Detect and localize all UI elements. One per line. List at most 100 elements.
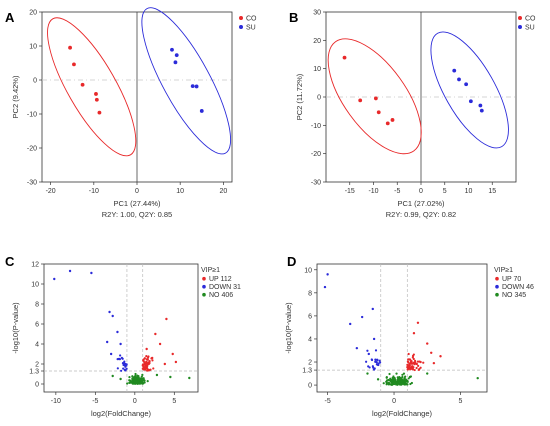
y-axis-label: PC2 (11.72%) bbox=[295, 73, 304, 120]
point-up bbox=[151, 359, 154, 362]
point-no bbox=[385, 382, 389, 385]
point-notable bbox=[155, 373, 159, 377]
point-up bbox=[408, 366, 411, 369]
y-tick-label: 0 bbox=[308, 383, 312, 390]
y-tick-label: -10 bbox=[311, 123, 321, 130]
point-up bbox=[411, 368, 415, 371]
point-notable bbox=[188, 376, 191, 380]
point-co bbox=[342, 55, 347, 60]
point-notable bbox=[323, 285, 327, 289]
y-tick-label: 0 bbox=[33, 78, 37, 85]
y-tick-label: 6 bbox=[35, 322, 39, 329]
y-tick-label: 20 bbox=[313, 38, 321, 45]
legend-label-co: CO bbox=[525, 16, 536, 23]
legend-label: NO 345 bbox=[502, 292, 526, 299]
point-no bbox=[133, 378, 136, 382]
point-su bbox=[452, 68, 457, 73]
point-up bbox=[143, 357, 146, 360]
y-tick-label: 20 bbox=[29, 10, 37, 17]
point-notable bbox=[111, 374, 114, 378]
y-tick-label: 2 bbox=[35, 362, 39, 369]
point-no bbox=[140, 375, 143, 378]
point-notable bbox=[360, 315, 364, 319]
x-tick-label: 5 bbox=[443, 188, 447, 195]
panel-letter: C bbox=[5, 254, 15, 269]
point-no bbox=[393, 381, 396, 384]
panel-c: C 0 1.32 4 6 8 10 12 -10 -5 0 5 log2(FoldChange) -log… bbox=[5, 254, 241, 418]
point-no bbox=[141, 373, 144, 376]
plot-frame bbox=[43, 263, 199, 393]
point-down bbox=[372, 368, 376, 371]
legend-title: VIP≥1 bbox=[201, 267, 220, 274]
x-axis-label: PC1 (27.02%) bbox=[397, 199, 445, 208]
x-tick-label: 0 bbox=[419, 188, 423, 195]
y-tick-label: 0 bbox=[317, 95, 321, 102]
point-no bbox=[131, 377, 134, 380]
point-no bbox=[409, 382, 412, 386]
x-tick-label: -10 bbox=[89, 188, 99, 195]
y-tick-label: -20 bbox=[27, 146, 37, 153]
point-up bbox=[152, 367, 155, 370]
point-down bbox=[378, 359, 381, 362]
y-tick-label: 10 bbox=[29, 44, 37, 51]
point-up bbox=[406, 363, 409, 366]
point-notable bbox=[416, 321, 420, 325]
legend-label: DOWN 46 bbox=[502, 284, 534, 291]
point-up bbox=[408, 358, 411, 361]
legend-label: NO 406 bbox=[209, 292, 233, 299]
point-su bbox=[194, 84, 199, 89]
point-no bbox=[128, 376, 131, 379]
point-su bbox=[468, 99, 473, 104]
x-axis-label: log2(FoldChange) bbox=[372, 409, 433, 418]
point-notable bbox=[412, 331, 416, 335]
point-no bbox=[399, 376, 402, 380]
y-axis-label: -log10(P-value) bbox=[284, 302, 293, 354]
point-no bbox=[134, 374, 137, 378]
point-no bbox=[134, 372, 137, 376]
point-notable bbox=[349, 322, 352, 326]
legend-label-su: SU bbox=[525, 25, 535, 32]
legend-marker-su bbox=[518, 25, 522, 29]
point-up bbox=[415, 366, 418, 370]
point-notable bbox=[371, 307, 374, 311]
point-down bbox=[368, 366, 371, 369]
y-tick-label: 10 bbox=[313, 66, 321, 73]
point-notable bbox=[109, 352, 113, 356]
y-tick-label: 6 bbox=[308, 313, 312, 320]
point-no bbox=[135, 380, 138, 383]
point-up bbox=[407, 358, 410, 361]
point-no bbox=[402, 372, 406, 375]
x-tick-label: -10 bbox=[368, 188, 378, 195]
point-down bbox=[370, 358, 374, 362]
point-notable bbox=[376, 378, 380, 381]
y-tick-label: -30 bbox=[311, 180, 321, 187]
point-up bbox=[422, 361, 425, 364]
point-notable bbox=[129, 380, 133, 384]
legend-label-su: SU bbox=[246, 25, 256, 32]
panel-a: A -30 -20 -10 0 10 20 -20 -10 0 10 20 PC1 (27.44%) PC… bbox=[5, 7, 257, 219]
point-down bbox=[125, 363, 128, 366]
point-notable bbox=[355, 346, 359, 350]
point-notable bbox=[426, 342, 429, 345]
x-tick-label: 15 bbox=[488, 188, 496, 195]
point-down bbox=[119, 354, 122, 357]
point-notable bbox=[53, 277, 56, 281]
point-down bbox=[374, 349, 378, 352]
point-up bbox=[415, 362, 418, 366]
point-co bbox=[390, 118, 395, 122]
point-notable bbox=[374, 358, 377, 361]
x-axis-label: PC1 (27.44%) bbox=[113, 199, 161, 208]
confidence-ellipse-su bbox=[141, 7, 232, 155]
panel-letter: A bbox=[5, 10, 15, 25]
legend-title: VIP≥1 bbox=[494, 267, 513, 274]
point-notable bbox=[398, 379, 401, 382]
y-axis-label: -log10(P-value) bbox=[11, 302, 20, 354]
point-notable bbox=[326, 273, 329, 276]
legend-label: DOWN 31 bbox=[209, 284, 241, 291]
point-no bbox=[392, 375, 395, 378]
legend-marker-co bbox=[239, 16, 243, 20]
x-tick-label: 5 bbox=[458, 398, 462, 405]
point-up bbox=[147, 355, 150, 358]
point-co bbox=[94, 97, 99, 102]
